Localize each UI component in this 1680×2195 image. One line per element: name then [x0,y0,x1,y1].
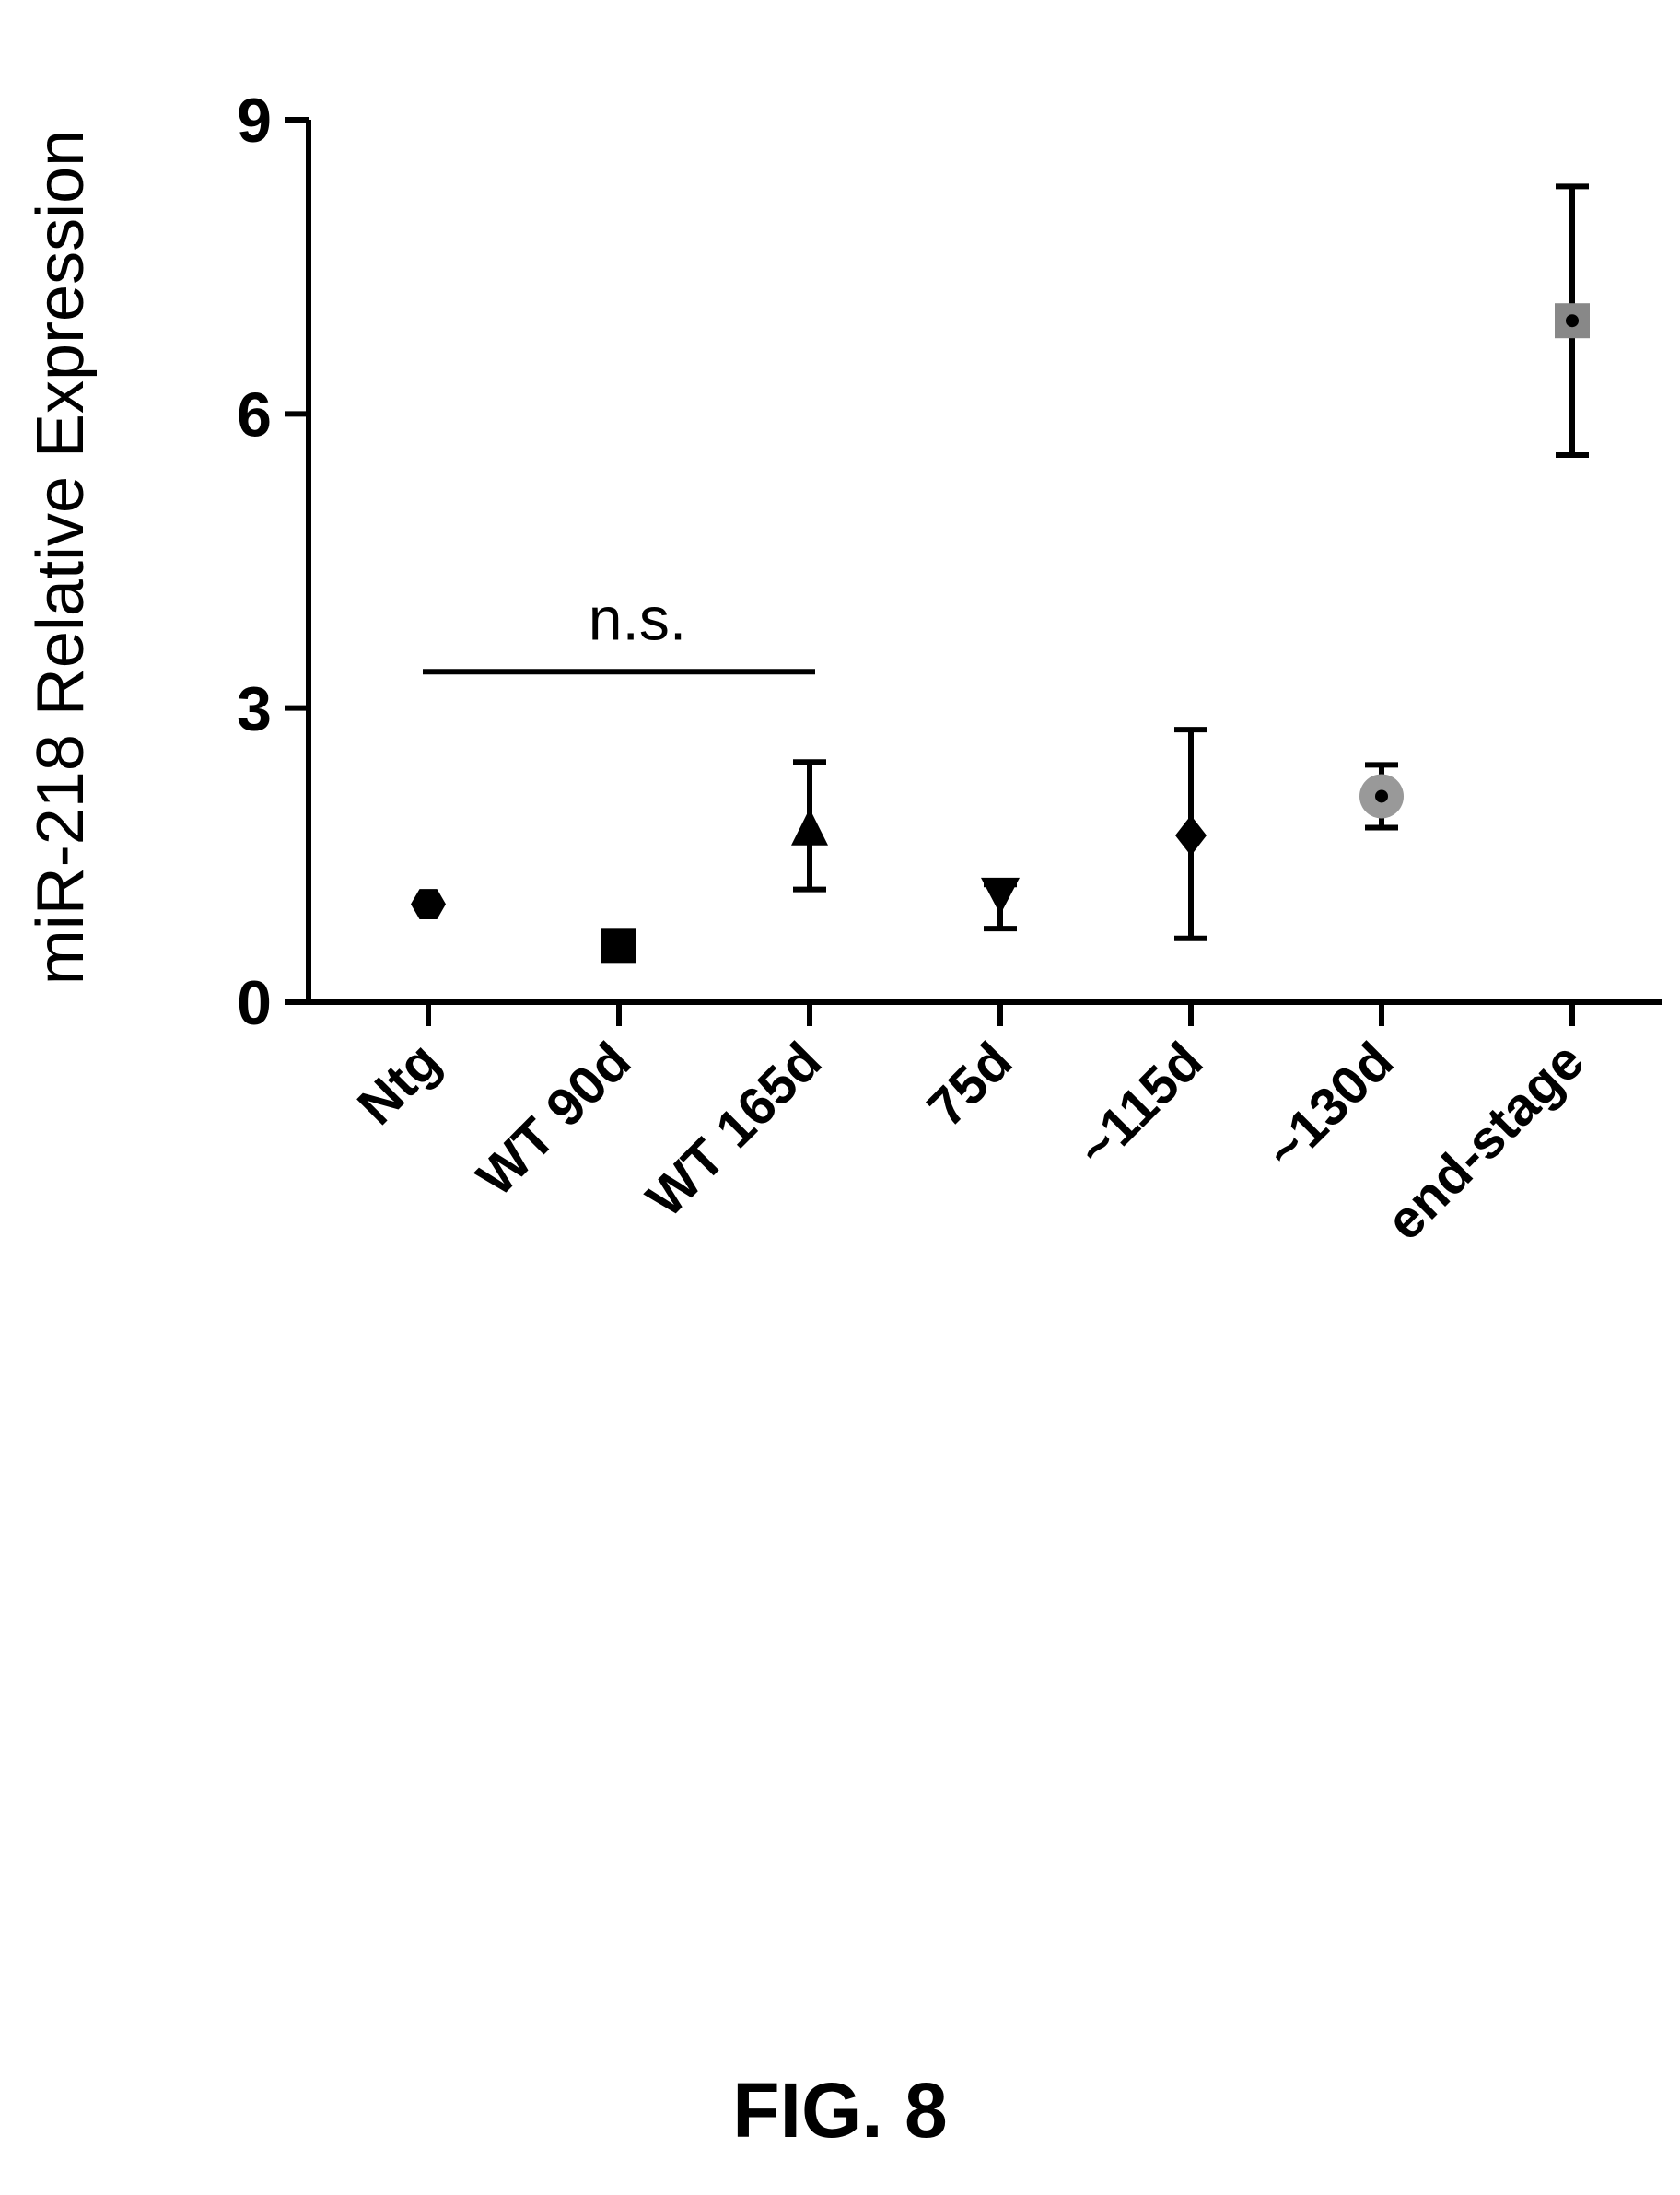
x-tick-label: WT 90d [465,1031,642,1208]
data-point [981,877,1020,915]
significance-label: n.s. [589,584,686,652]
y-ticks: 0 3 6 9 [237,86,309,1038]
y-tick-label: 3 [237,674,272,744]
x-tick-label: end-stage [1375,1031,1596,1252]
x-tick-label: ~130d [1254,1031,1405,1181]
data-point [791,808,828,846]
data-point-center [1375,789,1388,803]
annotations: n.s. [423,584,815,675]
y-axis-title-group: miR-218 Relative Expression [24,130,98,985]
data-point [1175,815,1207,857]
data-points [411,303,1590,964]
figure-caption: FIG. 8 [732,2067,947,2154]
data-point-center [1566,314,1579,328]
data-point [601,928,636,964]
y-tick-label: 6 [237,379,272,450]
x-tick-label: ~115d [1066,1031,1214,1179]
y-tick-label: 0 [237,968,272,1038]
y-axis-title: miR-218 Relative Expression [24,130,98,985]
x-tick-label: Ntg [346,1031,451,1136]
y-tick-label: 9 [237,86,272,156]
data-point [411,889,446,920]
axes [306,120,1662,1005]
x-tick-label: WT 165d [636,1031,834,1229]
x-tick-label: 75d [916,1031,1024,1138]
